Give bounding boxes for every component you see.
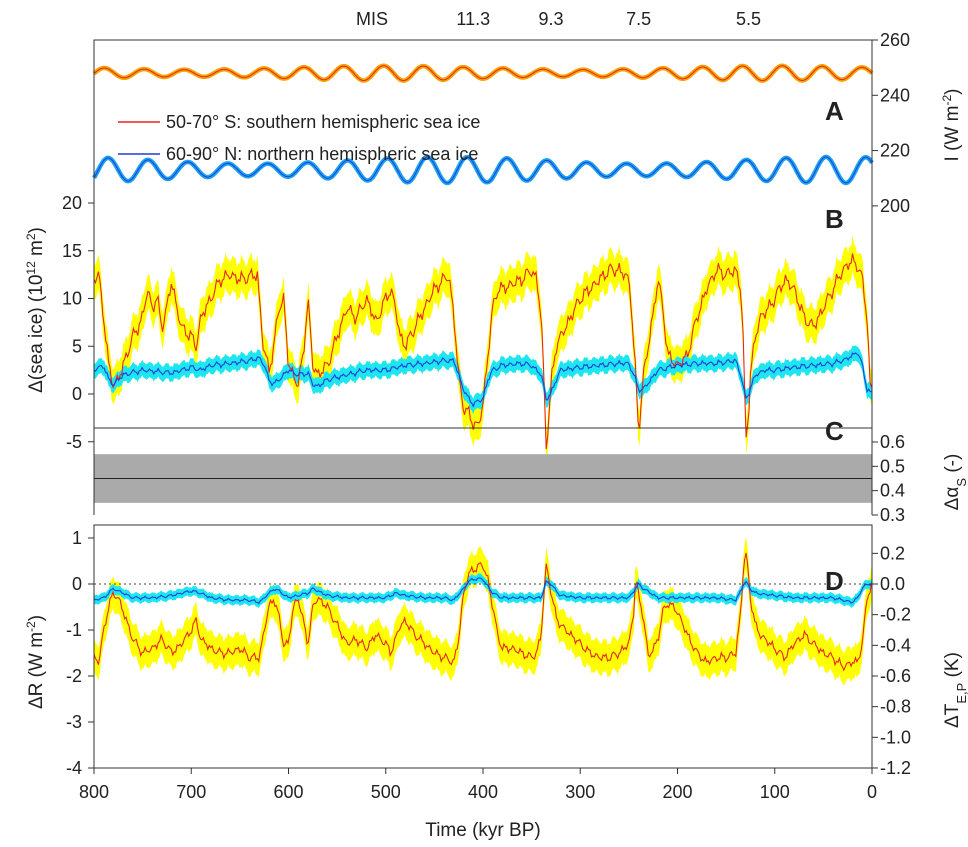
time-tick-label: 600 — [273, 782, 303, 802]
albedo-tick-label: 0.5 — [880, 456, 905, 476]
temperature-tick-label: -1.2 — [880, 758, 911, 778]
y-axis-label-radiation: ΔR (W m-2) — [24, 615, 47, 709]
sea-ice-tick-label: 0 — [72, 384, 82, 404]
sea-ice-line-south — [93, 253, 873, 450]
time-tick-label: 300 — [565, 782, 595, 802]
sea-ice-tick-label: 20 — [62, 193, 82, 213]
insolation-line-south — [93, 65, 873, 82]
albedo-tick-label: 0.4 — [880, 481, 905, 501]
insolation-line-north — [93, 156, 873, 184]
insolation-tick-label: 200 — [880, 196, 910, 216]
sea-ice-tick-label: 10 — [62, 289, 82, 309]
mis-stage-label: 9.3 — [539, 9, 564, 29]
insolation-tick-label: 260 — [880, 30, 910, 50]
forcing-tick-label: -2 — [66, 666, 82, 686]
sea-ice-tick-label: 15 — [62, 241, 82, 261]
mis-stage-label: 11.3 — [456, 9, 490, 29]
time-tick-label: 200 — [662, 782, 692, 802]
mis-stage-labels: 11.3 9.3 7.5 5.5 — [456, 9, 761, 29]
panel-label-d: D — [825, 566, 844, 596]
mis-stage-label: 7.5 — [626, 9, 651, 29]
albedo-tick-label: 0.6 — [880, 432, 905, 452]
temperature-tick-label: -1.0 — [880, 727, 911, 747]
forcing-band-south — [94, 536, 872, 687]
time-tick-label: 400 — [468, 782, 498, 802]
time-tick-label: 0 — [867, 782, 877, 802]
panel-label-a: A — [825, 96, 844, 126]
temperature-tick-label: -0.4 — [880, 635, 911, 655]
top-panel-frame — [93, 39, 873, 429]
forcing-band-north — [94, 573, 872, 609]
insolation-tick-label: 240 — [880, 85, 910, 105]
temperature-tick-label: -0.8 — [880, 697, 911, 717]
time-tick-label: 100 — [760, 782, 790, 802]
sea-ice-band-south — [94, 236, 872, 467]
y-axis-label-temperature: ΔTE,P (K) — [942, 652, 968, 728]
panel-label-b: B — [825, 204, 844, 234]
forcing-line-north — [93, 577, 872, 605]
forcing-tick-label: 1 — [72, 528, 82, 548]
data-lines — [93, 65, 873, 672]
sea-ice-tick-label: -5 — [66, 432, 82, 452]
time-tick-label: 800 — [79, 782, 109, 802]
mis-title: MIS — [356, 9, 388, 29]
temperature-tick-label: 0.2 — [880, 543, 905, 563]
legend-label-north: 60-90° N: northern hemispheric sea ice — [166, 144, 478, 164]
forcing-line-south — [93, 552, 873, 672]
y-axis-label-albedo: ΔαS (-) — [942, 454, 968, 511]
albedo-tick-label: 0.3 — [880, 505, 905, 525]
y-axis-label-sea-ice: Δ(sea ice) (1012 m2) — [24, 227, 47, 393]
time-tick-label: 700 — [176, 782, 206, 802]
panel-label-c: C — [825, 416, 844, 446]
forcing-tick-label: -4 — [66, 758, 82, 778]
temperature-tick-label: 0.0 — [880, 574, 905, 594]
insolation-tick-label: 220 — [880, 141, 910, 161]
x-axis-label: Time (kyr BP) — [425, 820, 540, 841]
forcing-tick-label: 0 — [72, 574, 82, 594]
legend: 50-70° S: southern hemispheric sea ice 6… — [118, 112, 480, 164]
mis-stage-label: 5.5 — [736, 9, 761, 29]
temperature-tick-label: -0.2 — [880, 605, 911, 625]
sea-ice-tick-label: 5 — [72, 336, 82, 356]
legend-label-south: 50-70° S: southern hemispheric sea ice — [166, 112, 480, 132]
sea-ice-line-north — [93, 352, 872, 408]
y-axis-label-insolation: I (W m-2) — [940, 89, 963, 162]
temperature-tick-label: -0.6 — [880, 666, 911, 686]
time-tick-label: 500 — [371, 782, 401, 802]
sea-ice-band-north — [94, 345, 872, 414]
axes: 200220240260-5051015200.30.40.50.6-4-3-2… — [62, 30, 911, 802]
forcing-tick-label: -3 — [66, 712, 82, 732]
forcing-tick-label: -1 — [66, 620, 82, 640]
